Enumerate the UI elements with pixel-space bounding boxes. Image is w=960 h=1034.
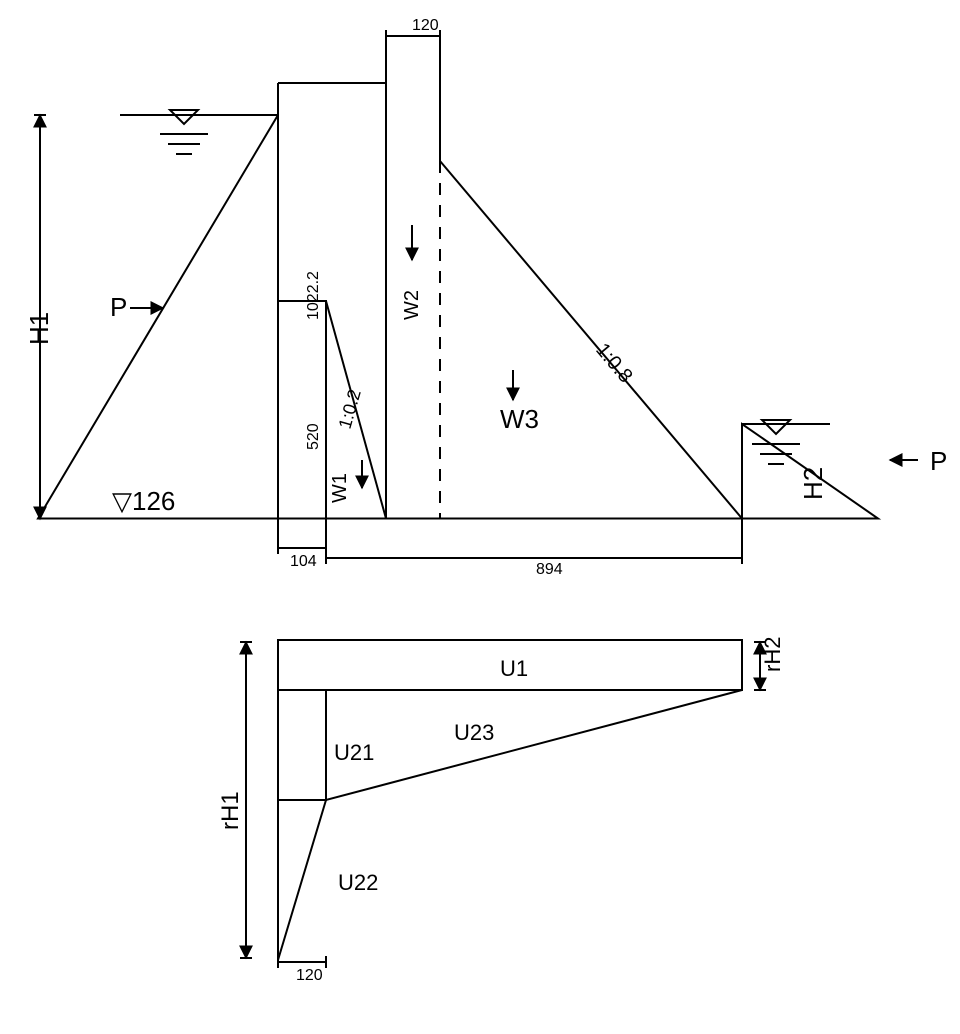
datum_126: ▽126 xyxy=(112,486,175,516)
P_right: P xyxy=(930,446,947,476)
dim_120_bot: 120 xyxy=(296,967,323,984)
dim_104: 104 xyxy=(290,553,317,570)
rH2: rH2 xyxy=(760,637,785,672)
H1: H1 xyxy=(24,312,54,345)
W2: W2 xyxy=(401,290,423,320)
dim_520: 520 xyxy=(305,423,322,450)
u21-rect xyxy=(278,690,326,800)
W3: W3 xyxy=(500,404,539,434)
dim_1022: 1022.2 xyxy=(305,271,322,320)
U23: U23 xyxy=(454,720,494,745)
water-level-downstream xyxy=(762,420,790,434)
dim_120_top: 120 xyxy=(412,17,439,34)
slope_1_08: 1:0.8 xyxy=(591,339,636,387)
u22-tri xyxy=(278,800,326,960)
U1: U1 xyxy=(500,656,528,681)
H2: H2 xyxy=(798,467,828,500)
u23-tri xyxy=(326,690,742,800)
W1: W1 xyxy=(329,473,351,503)
water-level-upstream xyxy=(170,110,198,124)
P_left: P xyxy=(110,292,127,322)
dim_894: 894 xyxy=(536,561,563,578)
U21: U21 xyxy=(334,740,374,765)
rH1: rH1 xyxy=(217,791,244,830)
upstream-pressure-triangle xyxy=(38,115,278,519)
U22: U22 xyxy=(338,870,378,895)
